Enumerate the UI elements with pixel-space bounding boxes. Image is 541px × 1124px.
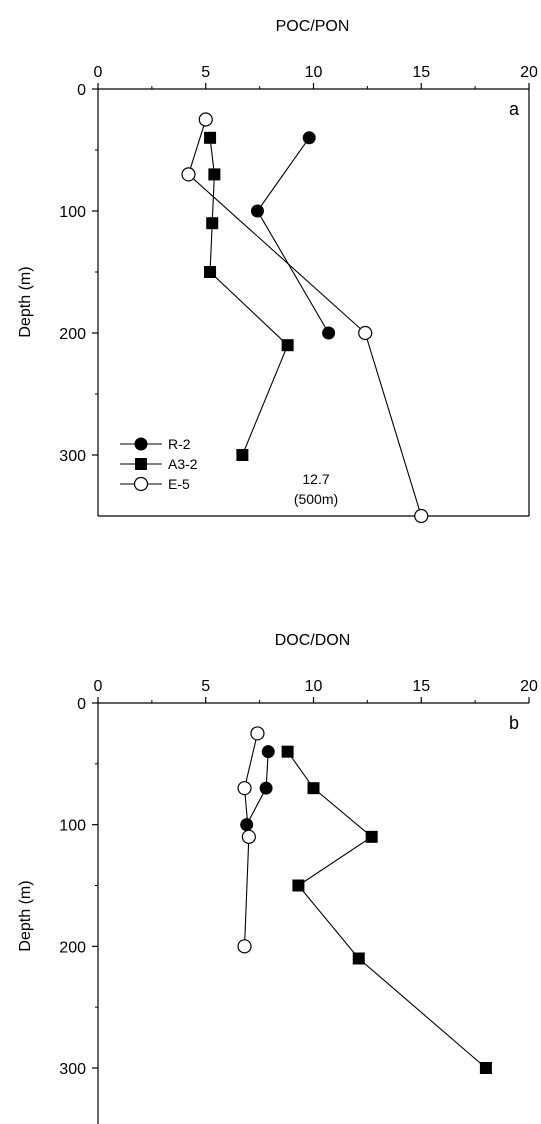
series-line-e-5: [187, 119, 422, 516]
legend-marker-r-2: [134, 437, 148, 451]
annotation-line1: 12.7: [302, 471, 329, 487]
x-tick-label: 0: [94, 64, 103, 81]
x-tick-label: 5: [201, 64, 210, 81]
y-tick-label: 300: [59, 448, 86, 465]
x-tick-label: 0: [94, 678, 103, 695]
x-tick-label: 5: [201, 678, 210, 695]
data-point-a3-2: [281, 339, 294, 352]
y-tick-label: 200: [59, 326, 86, 343]
data-point-a3-2: [204, 131, 217, 144]
data-point-r-2: [240, 818, 254, 832]
y-tick-label: 200: [59, 939, 86, 956]
data-point-e-5: [237, 781, 252, 796]
data-point-a3-2: [292, 879, 305, 892]
series-group: [243, 733, 487, 1069]
data-point-e-5: [358, 325, 373, 341]
data-point-a3-2: [204, 266, 217, 278]
data-point-a3-2: [479, 1062, 492, 1074]
y-tick-label: 100: [59, 204, 86, 221]
legend-marker-e-5: [133, 476, 149, 492]
x-tick-label: 10: [305, 64, 323, 81]
data-point-a3-2: [352, 952, 365, 965]
legend-marker-a3-2: [135, 458, 147, 470]
data-point-e-5: [181, 167, 196, 182]
x-tick-label: 15: [412, 678, 430, 695]
annotation-line2: (500m): [294, 491, 338, 507]
y-tick-label: 0: [77, 82, 86, 99]
data-point-r-2: [259, 781, 273, 795]
panel-label: a: [509, 99, 520, 119]
panel-label: b: [509, 713, 519, 733]
data-point-r-2: [261, 745, 275, 759]
data-point-e-5: [414, 508, 429, 524]
y-tick-label: 100: [59, 818, 86, 835]
legend-label: R-2: [168, 436, 191, 452]
series-line-a3-2: [209, 137, 289, 456]
data-point-r-2: [250, 204, 264, 218]
data-point-e-5: [237, 939, 252, 954]
x-tick-label: 20: [520, 64, 538, 81]
legend-label: E-5: [168, 476, 190, 492]
x-tick-label: 10: [305, 678, 323, 695]
data-point-e-5: [198, 112, 213, 127]
data-point-a3-2: [365, 830, 378, 843]
series-group: [187, 119, 422, 516]
x-tick-label: 20: [520, 678, 538, 695]
x-axis-title: POC/PON: [276, 18, 350, 35]
legend-label: A3-2: [168, 456, 198, 472]
x-axis-title: DOC/DON: [275, 632, 351, 649]
data-point-a3-2: [281, 745, 294, 758]
data-point-a3-2: [206, 217, 219, 230]
data-point-a3-2: [307, 782, 320, 795]
y-axis-title: Depth (m): [17, 266, 34, 337]
data-point-r-2: [302, 131, 316, 145]
data-point-e-5: [250, 726, 265, 741]
y-tick-label: 0: [77, 696, 86, 713]
data-point-r-2: [322, 326, 336, 340]
y-tick-label: 300: [59, 1061, 86, 1078]
series-line-r-2: [256, 137, 330, 334]
series-line-e-5: [243, 733, 259, 947]
y-axis-title: Depth (m): [17, 880, 34, 951]
data-point-a3-2: [208, 168, 221, 181]
data-point-a3-2: [236, 449, 249, 461]
data-point-e-5: [241, 829, 256, 844]
x-tick-label: 15: [412, 64, 430, 81]
series-line-a3-2: [287, 751, 487, 1069]
